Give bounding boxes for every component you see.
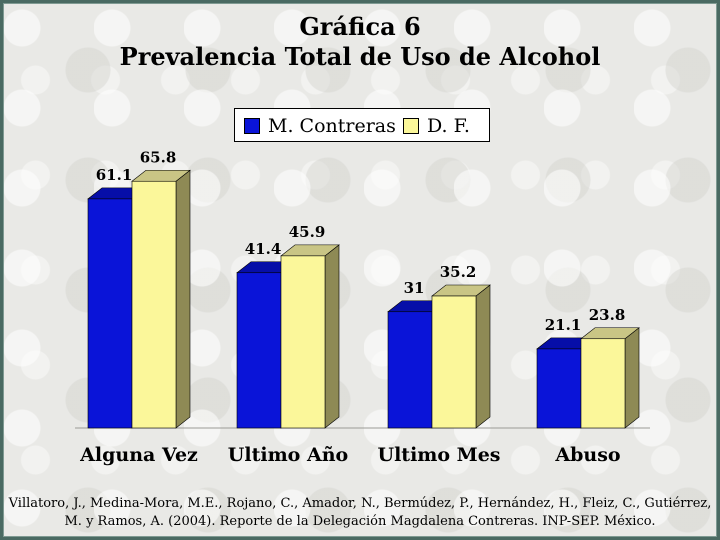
- legend-label-m-contreras: M. Contreras: [268, 115, 396, 137]
- chart-title: Gráfica 6 Prevalencia Total de Uso de Al…: [0, 12, 720, 72]
- citation-line2: M. y Ramos, A. (2004). Reporte de la Del…: [64, 514, 656, 529]
- legend-swatch-m-contreras: [244, 118, 260, 134]
- category-label-ultimo-mes: Ultimo Mes: [378, 444, 501, 466]
- data-label-d-f-alguna-vez: 65.8: [140, 148, 177, 166]
- category-label-alguna-vez: Alguna Vez: [79, 444, 198, 466]
- bar-side-d-f-abuso: [624, 327, 640, 429]
- bar-d-f-ultimo-ano: [280, 255, 326, 429]
- data-label-d-f-ultimo-mes: 35.2: [440, 263, 477, 281]
- bar-d-f-abuso: [580, 338, 626, 429]
- citation-line1: Villatoro, J., Medina-Mora, M.E., Rojano…: [8, 496, 712, 511]
- slide-background: [3, 3, 717, 537]
- chart-legend: M. Contreras D. F.: [234, 108, 490, 142]
- data-label-m-contreras-alguna-vez: 61.1: [96, 166, 133, 184]
- bar-m-contreras-alguna-vez: [87, 198, 133, 429]
- chart-title-line2: Prevalencia Total de Uso de Alcohol: [119, 42, 601, 71]
- data-label-m-contreras-ultimo-ano: 41.4: [245, 240, 282, 258]
- bar-d-f-alguna-vez: [131, 180, 177, 429]
- legend-label-df: D. F.: [427, 115, 470, 137]
- data-label-m-contreras-abuso: 21.1: [545, 316, 582, 334]
- data-label-m-contreras-ultimo-mes: 31: [404, 279, 425, 297]
- source-citation: Villatoro, J., Medina-Mora, M.E., Rojano…: [0, 495, 720, 531]
- bar-m-contreras-abuso: [536, 348, 582, 429]
- legend-swatch-df: [403, 118, 419, 134]
- category-label-abuso: Abuso: [554, 444, 620, 466]
- bar-side-d-f-ultimo-ano: [324, 244, 340, 429]
- bar-side-d-f-ultimo-mes: [475, 284, 491, 429]
- data-label-d-f-ultimo-ano: 45.9: [289, 223, 326, 241]
- bar-d-f-ultimo-mes: [431, 295, 477, 429]
- data-label-d-f-abuso: 23.8: [589, 306, 626, 324]
- category-label-ultimo-ano: Ultimo Año: [228, 444, 348, 466]
- bar-m-contreras-ultimo-mes: [387, 311, 433, 429]
- bar-m-contreras-ultimo-ano: [236, 272, 282, 429]
- bar-side-d-f-alguna-vez: [175, 169, 191, 429]
- chart-title-line1: Gráfica 6: [299, 12, 421, 41]
